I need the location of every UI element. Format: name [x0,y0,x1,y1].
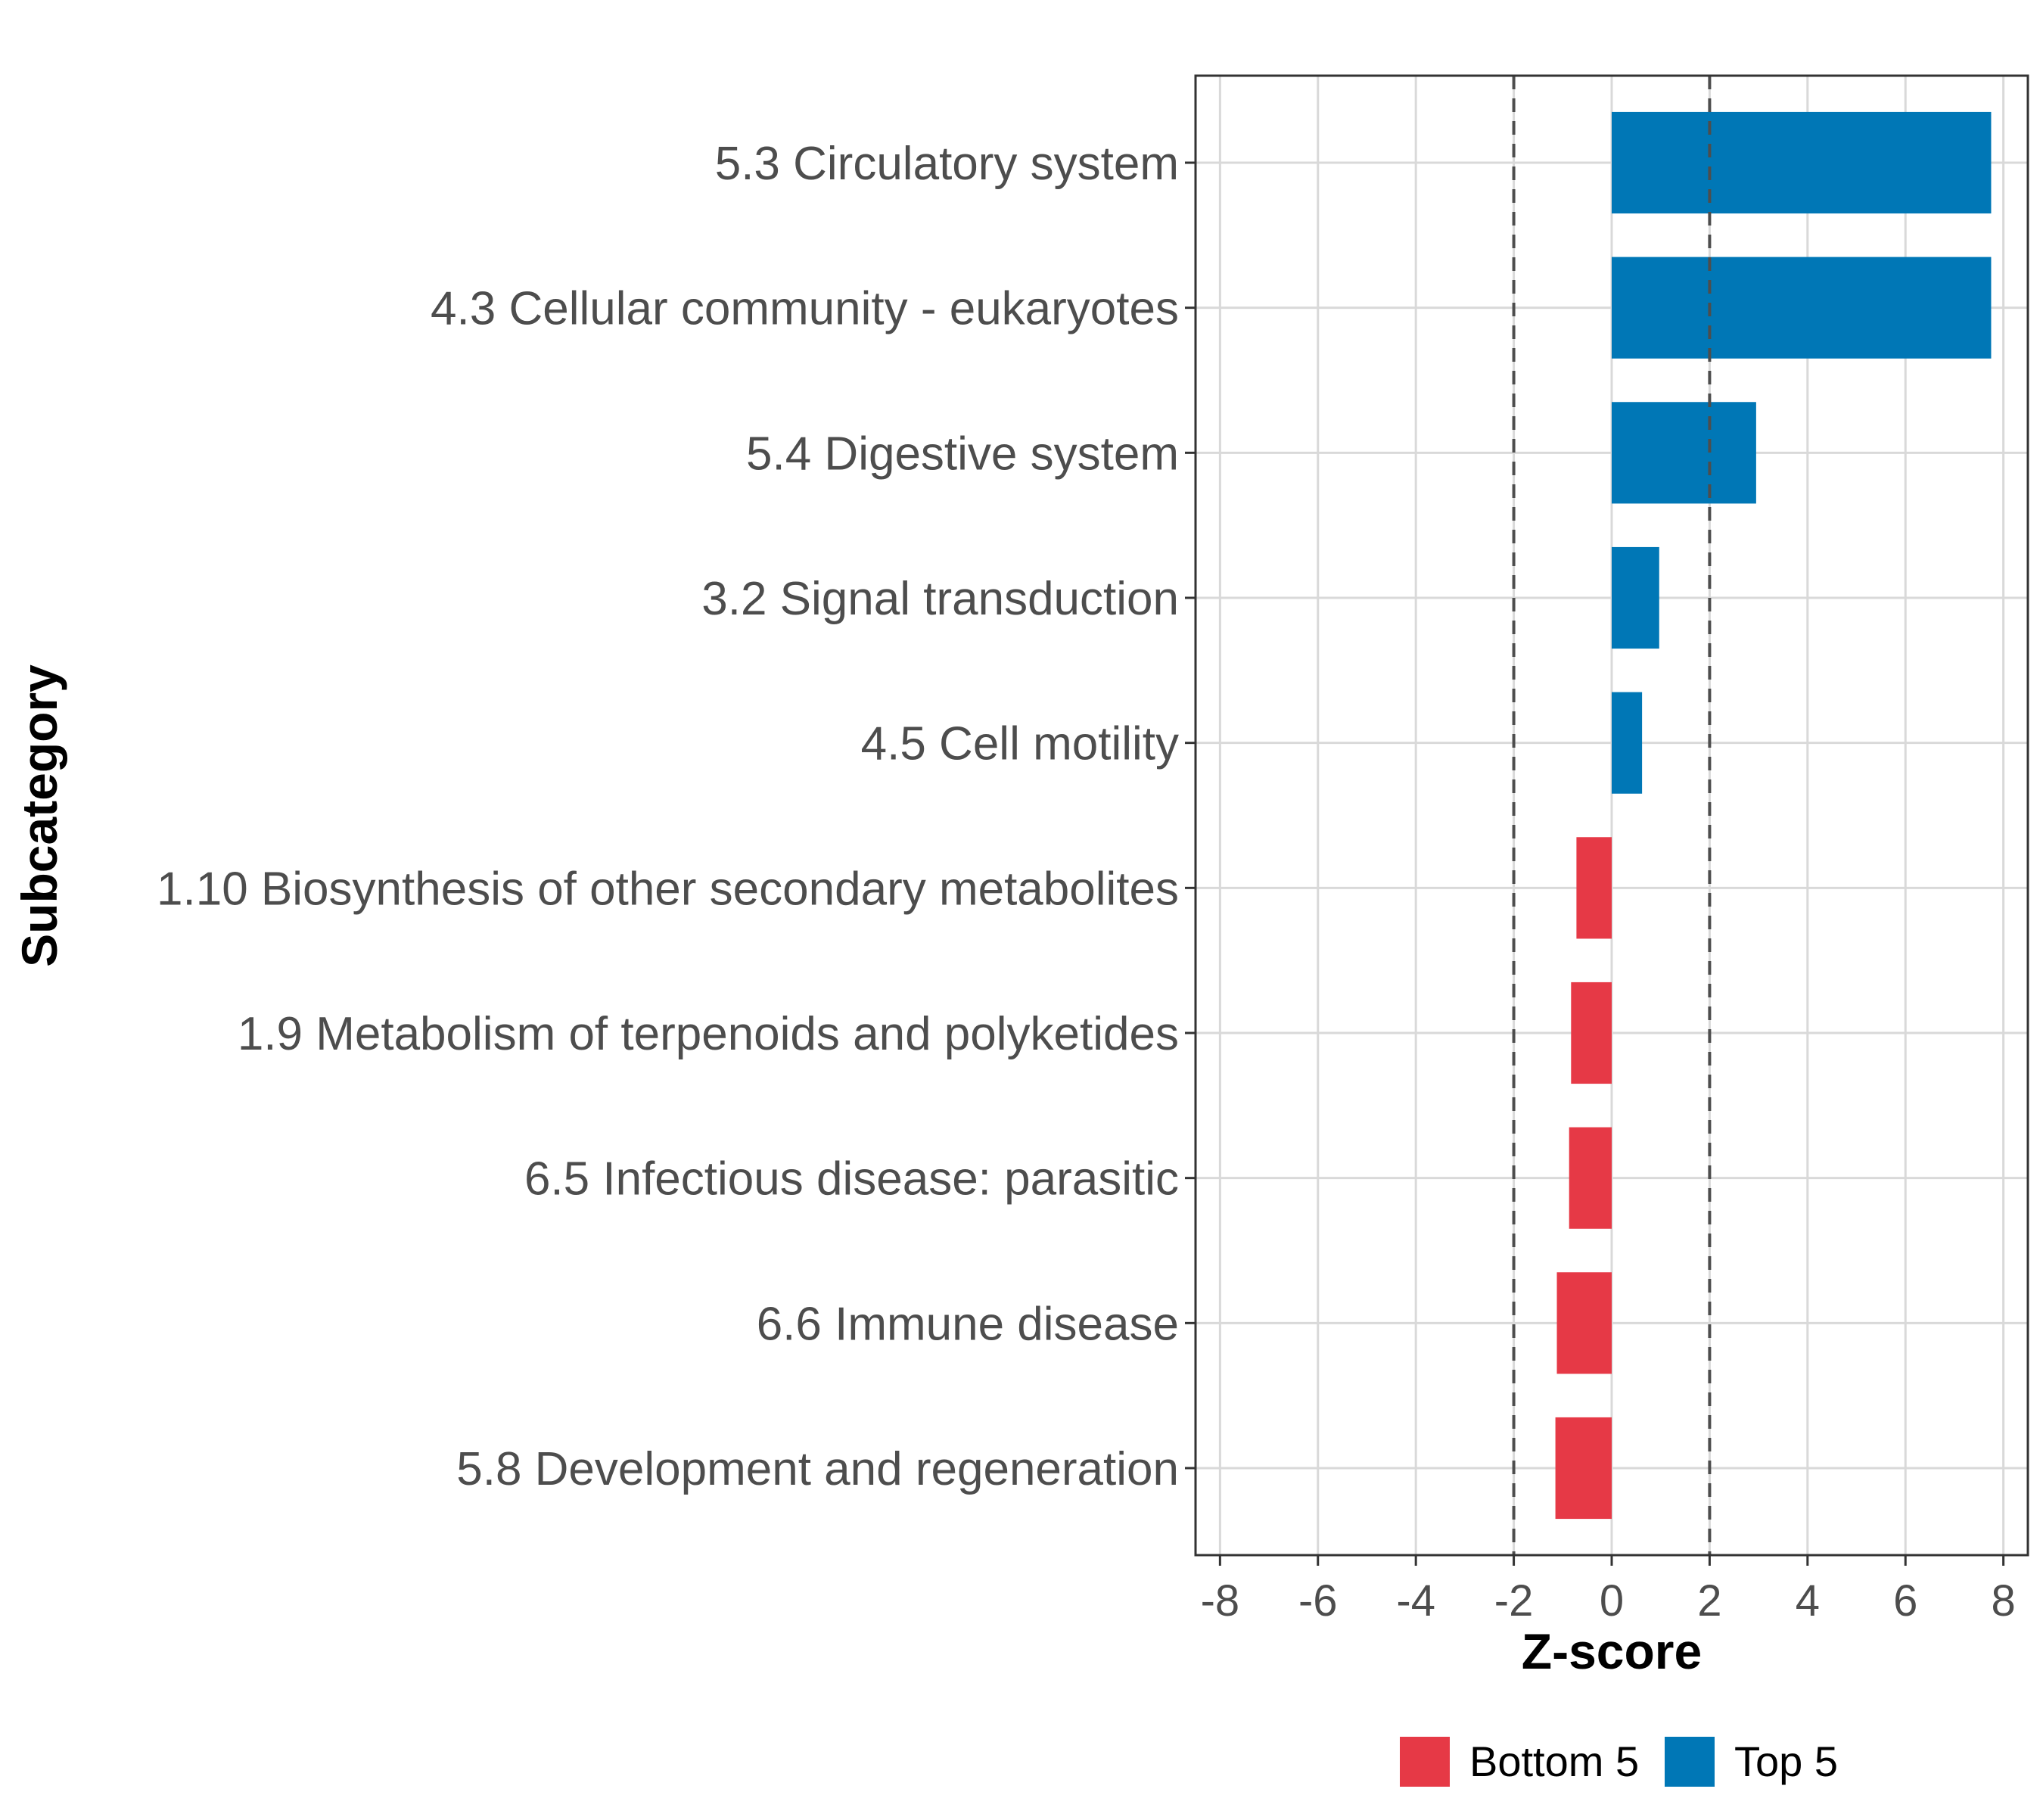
category-label: 6.5 Infectious disease: parasitic [524,1153,1179,1206]
bar-top-5 [1612,692,1643,794]
x-tick-label: -8 [1201,1576,1240,1626]
x-axis-title: Z-score [1522,1623,1702,1679]
x-tick-label: 0 [1600,1576,1624,1626]
category-label: 3.2 Signal transduction [701,573,1179,625]
x-tick-label: 6 [1893,1576,1917,1626]
y-axis-title: Subcategory [11,664,67,967]
x-tick-label: 2 [1697,1576,1721,1626]
category-label: 1.9 Metabolism of terpenoids and polyket… [238,1008,1179,1060]
x-tick-label: -2 [1494,1576,1534,1626]
category-label: 4.5 Cell motility [861,718,1179,770]
bar-top-5 [1612,111,1992,214]
x-tick-label: 8 [1992,1576,2016,1626]
bar-top-5 [1612,402,1756,504]
bar-bottom-5 [1569,1127,1612,1229]
x-tick-label: 4 [1796,1576,1820,1626]
category-label: 1.10 Biosynthesis of other secondary met… [157,863,1179,915]
legend-swatch [1400,1737,1450,1787]
bar-bottom-5 [1556,1272,1612,1374]
bar-top-5 [1612,257,1992,359]
y-axis: 5.3 Circulatory system 4.3 Cellular commu… [157,138,1196,1495]
legend-label: Top 5 [1734,1738,1838,1785]
x-axis: -8 -6 -4 -2 0 2 4 6 8 [1201,1555,2016,1626]
x-tick-label: -4 [1396,1576,1435,1626]
bar-layer [1555,111,1992,1520]
legend-swatch [1665,1737,1715,1787]
bar-top-5 [1612,546,1659,649]
category-label: 5.8 Development and regeneration [456,1443,1179,1495]
bar-bottom-5 [1555,1417,1612,1520]
reference-line-layer [1512,76,1712,1555]
legend-label: Bottom 5 [1469,1738,1639,1785]
bar-bottom-5 [1571,982,1612,1084]
category-label: 5.4 Digestive system [746,428,1179,480]
category-label: 4.3 Cellular community - eukaryotes [431,283,1179,335]
legend: Bottom 5 Top 5 [1400,1737,1838,1787]
bar-bottom-5 [1576,837,1612,939]
x-tick-label: -6 [1298,1576,1338,1626]
category-label: 5.3 Circulatory system [715,138,1179,190]
category-label: 6.6 Immune disease [757,1298,1179,1350]
